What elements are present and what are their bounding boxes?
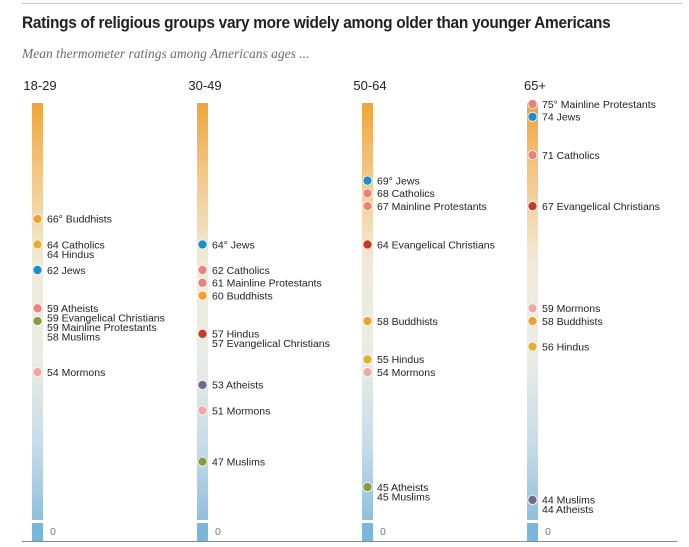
zero-label: 0 <box>215 526 221 538</box>
dot-30-49-atheists <box>197 379 208 390</box>
dot-18-29-jews <box>32 265 43 276</box>
dot-50-64-buddhists <box>362 316 373 327</box>
zero-block-30-49 <box>197 523 208 541</box>
thermometer-bar-50-64 <box>362 103 373 520</box>
dot-65plus-hindus <box>527 341 538 352</box>
data-label: 64 Evangelical Christians <box>377 239 495 251</box>
data-label: 45 Muslims <box>377 491 430 503</box>
zero-block-65plus <box>527 523 538 541</box>
data-label: 44 Atheists <box>542 504 593 516</box>
data-label: 45 Atheists <box>377 482 428 494</box>
column-header-30-49: 30-49 <box>188 78 222 93</box>
data-label: 61 Mainline Protestants <box>212 278 322 290</box>
data-label: 57 Evangelical Christians <box>212 338 330 350</box>
data-label: 58 Buddhists <box>377 316 438 328</box>
top-rule <box>22 3 682 4</box>
data-label: 69° Jews <box>377 175 420 187</box>
data-label: 64° Jews <box>212 239 255 251</box>
zero-block-50-64 <box>362 523 373 541</box>
column-header-65plus: 65+ <box>523 78 547 93</box>
chart-subtitle: Mean thermometer ratings among Americans… <box>22 46 310 61</box>
dot-50-64-hindus <box>362 354 373 365</box>
data-label: 47 Muslims <box>212 456 265 468</box>
data-label: 59 Mainline Protestants <box>47 322 157 334</box>
dot-18-29-mormons <box>32 367 43 378</box>
chart-title: Ratings of religious groups vary more wi… <box>22 14 611 32</box>
zero-label: 0 <box>380 526 386 538</box>
dot-30-49-catholics <box>197 265 208 276</box>
dot-50-64-jews <box>362 175 373 186</box>
baseline <box>22 541 677 542</box>
data-label: 62 Catholics <box>212 265 270 277</box>
data-label: 66° Buddhists <box>47 214 112 226</box>
data-label: 74 Jews <box>542 112 581 124</box>
dot-65plus-jews <box>527 111 538 122</box>
data-label: 57 Hindus <box>212 329 259 341</box>
dot-65plus-catholics <box>527 150 538 161</box>
zero-label: 0 <box>50 526 56 538</box>
dot-50-64-mainline-protestants <box>362 201 373 212</box>
data-label: 71 Catholics <box>542 150 600 162</box>
dot-30-49-evangelical-christians <box>197 328 208 339</box>
dot-30-49-muslims <box>197 456 208 467</box>
data-label: 67 Mainline Protestants <box>377 201 487 213</box>
data-label: 64 Catholics <box>47 239 105 251</box>
data-label: 68 Catholics <box>377 188 435 200</box>
dot-18-29-mainline-protestants <box>32 303 43 314</box>
dot-65plus-evangelical-christians <box>527 201 538 212</box>
data-label: 62 Jews <box>47 265 86 277</box>
data-label: 54 Mormons <box>377 367 435 379</box>
data-label: 58 Buddhists <box>542 316 603 328</box>
zero-block-18-29 <box>32 523 43 541</box>
thermometer-bar-30-49 <box>197 103 208 520</box>
data-label: 54 Mormons <box>47 367 105 379</box>
dot-50-64-mormons <box>362 367 373 378</box>
dot-65plus-mainline-protestants <box>527 99 538 110</box>
data-label: 44 Muslims <box>542 495 595 507</box>
dot-65plus-buddhists <box>527 316 538 327</box>
data-label: 55 Hindus <box>377 354 424 366</box>
dot-30-49-mormons <box>197 405 208 416</box>
data-label: 51 Mormons <box>212 405 270 417</box>
dot-50-64-catholics <box>362 188 373 199</box>
data-label: 67 Evangelical Christians <box>542 201 660 213</box>
column-header-50-64: 50-64 <box>353 78 387 93</box>
dot-18-29-buddhists <box>32 213 43 224</box>
zero-label: 0 <box>545 526 551 538</box>
dot-50-64-evangelical-christians <box>362 239 373 250</box>
data-label: 56 Hindus <box>542 341 589 353</box>
data-label: 75° Mainline Protestants <box>542 99 656 111</box>
data-label: 53 Atheists <box>212 380 263 392</box>
data-label: 59 Atheists <box>47 303 98 315</box>
data-label: 59 Evangelical Christians <box>47 313 165 325</box>
dot-30-49-jews <box>197 239 208 250</box>
dot-30-49-buddhists <box>197 290 208 301</box>
data-label: 58 Muslims <box>47 332 100 344</box>
dot-18-29-hindus <box>32 239 43 250</box>
dot-65plus-mormons <box>527 303 538 314</box>
column-header-18-29: 18-29 <box>23 78 57 93</box>
dot-18-29-muslims <box>32 316 43 327</box>
dot-30-49-mainline-protestants <box>197 277 208 288</box>
dot-65plus-atheists <box>527 494 538 505</box>
data-label: 64 Hindus <box>47 249 94 261</box>
data-label: 60 Buddhists <box>212 290 273 302</box>
data-label: 59 Mormons <box>542 303 600 315</box>
dot-50-64-muslims <box>362 482 373 493</box>
